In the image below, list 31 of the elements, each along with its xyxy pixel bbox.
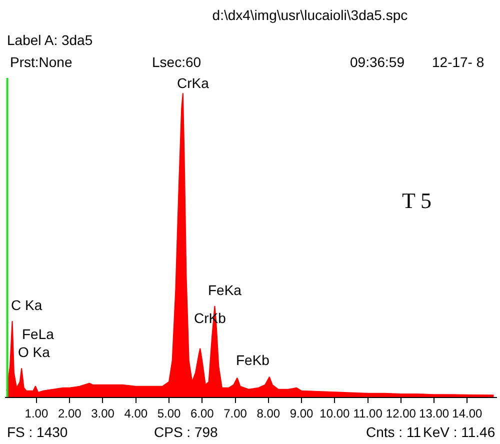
text: FS : 1430: [7, 424, 68, 440]
text: Prst:None: [10, 54, 72, 70]
x-tick-label: 7.00: [224, 406, 248, 420]
x-tick-label: 10.00: [320, 406, 350, 420]
x-tick-label: 1.00: [24, 406, 48, 420]
annotation: T 5: [402, 188, 432, 213]
x-tick-label: 3.00: [91, 406, 115, 420]
annotation: FeLa: [22, 326, 54, 342]
text: KeV : 11.46: [423, 424, 496, 440]
annotation: FeKb: [236, 352, 270, 368]
annotation: O Ka: [18, 344, 50, 360]
text: CPS : 798: [154, 424, 218, 440]
text: 09:36:59: [350, 54, 405, 70]
chart-title: d:\dx4\img\usr\lucaioli\3da5.spc: [212, 6, 408, 23]
x-tick-label: 12.00: [386, 406, 416, 420]
x-tick-label: 13.00: [419, 406, 450, 420]
text: Cnts : 11: [366, 424, 422, 440]
text: Lsec:60: [152, 54, 202, 70]
x-tick-label: 8.00: [256, 406, 280, 420]
x-tick-label: 9.00: [290, 406, 314, 420]
x-tick-label: 11.00: [353, 406, 383, 420]
annotation: C Ka: [11, 297, 42, 313]
x-tick-label: 2.00: [58, 406, 82, 420]
text: 12-17- 8: [432, 54, 484, 70]
text: Label A: 3da5: [7, 32, 93, 48]
x-tick-label: 6.00: [190, 406, 214, 420]
x-tick-label: 4.00: [124, 406, 148, 420]
x-tick-label: 5.00: [157, 406, 181, 420]
annotation: CrKa: [177, 75, 210, 91]
annotation: FeKa: [208, 282, 242, 298]
x-tick-label: 14.00: [452, 406, 483, 420]
